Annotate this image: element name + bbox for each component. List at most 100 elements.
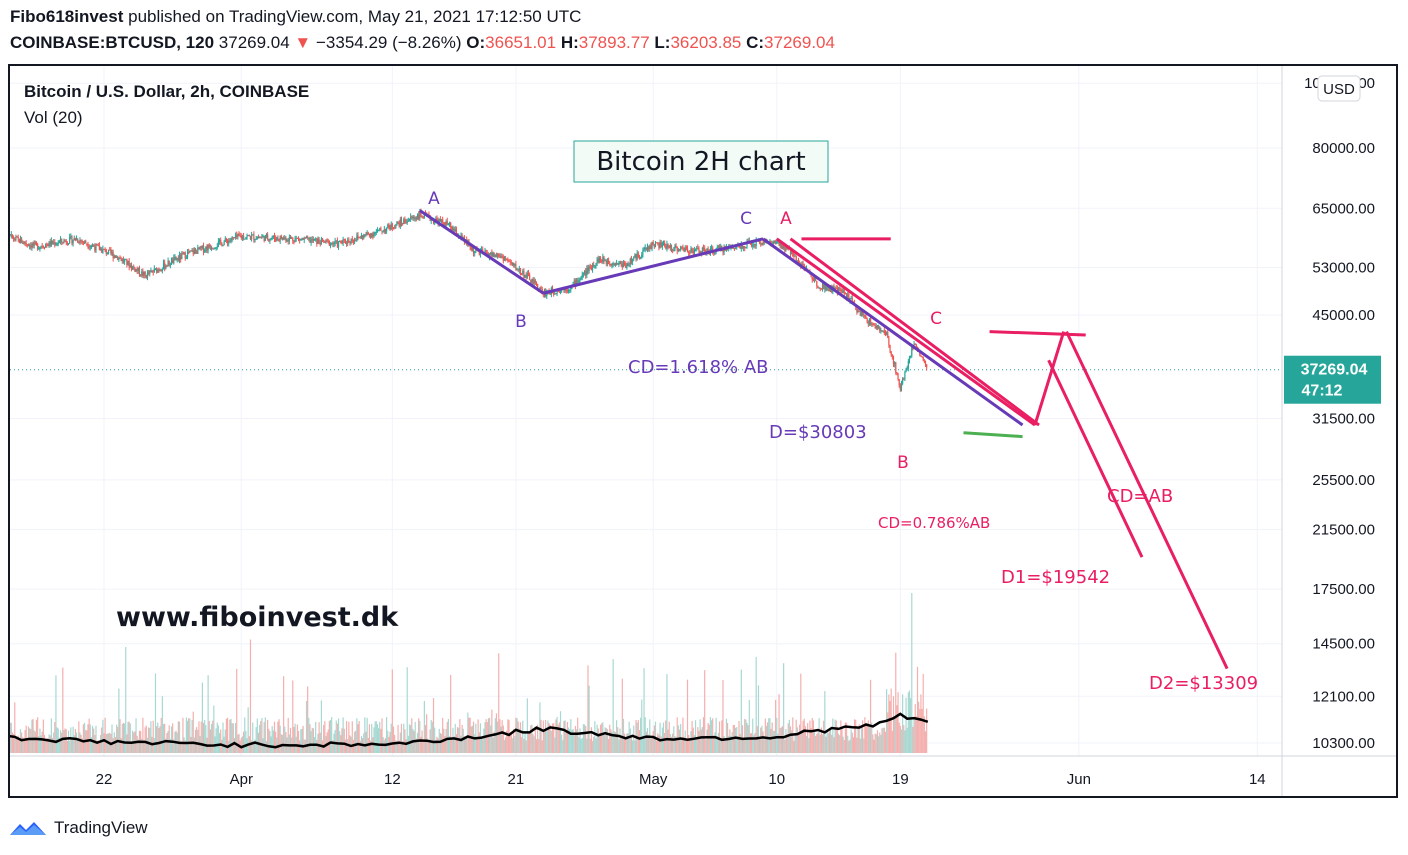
volume-bar [62, 667, 64, 753]
tradingview-logo-icon [10, 822, 46, 835]
volume-bar [264, 717, 266, 753]
candle-body [199, 246, 201, 250]
candle-body [697, 247, 699, 249]
candle-body [532, 278, 534, 284]
candle-body [501, 256, 503, 258]
volume-indicator-label[interactable]: Vol (20) [24, 108, 83, 127]
volume-bar [173, 739, 175, 753]
candle-body [810, 274, 812, 277]
volume-bar [648, 734, 650, 753]
volume-bar [26, 739, 28, 753]
candle-body [42, 246, 44, 248]
candle-body [781, 247, 784, 249]
candle-body [521, 273, 523, 275]
volume-bar [821, 734, 824, 753]
candle-body [440, 219, 443, 222]
candle-body [455, 228, 458, 236]
candle-body [589, 266, 591, 268]
volume-bar [191, 719, 193, 753]
volume-bar [16, 737, 18, 753]
volume-bar [181, 740, 183, 753]
volume-bar [797, 734, 800, 753]
candle-body [54, 242, 56, 246]
volume-bar [54, 722, 56, 753]
candle-body [215, 247, 217, 249]
volume-bar [434, 727, 436, 753]
volume-bar [294, 723, 296, 753]
volume-bar [490, 725, 492, 753]
volume-bar [761, 725, 763, 753]
volume-bar [699, 719, 701, 753]
volume-bar [37, 717, 39, 753]
candle-body [899, 385, 901, 390]
volume-bar [280, 734, 282, 753]
volume-bar [150, 721, 152, 753]
author-name[interactable]: Fibo618invest [10, 7, 124, 26]
volume-bar [190, 736, 192, 753]
volume-bar [428, 740, 430, 753]
volume-bar [51, 737, 54, 753]
candle-body [775, 240, 777, 244]
candle-body [514, 263, 516, 266]
annotation-box[interactable]: Bitcoin 2H chart [573, 140, 829, 183]
volume-bar [603, 734, 605, 753]
time-axis[interactable]: 22 Apr 12 21 May 10 19 Jun 14 [96, 771, 1266, 788]
candle-body [680, 246, 682, 251]
volume-bar [884, 731, 887, 753]
candle-body [24, 241, 26, 244]
volume-bar [348, 721, 350, 753]
volume-bar [629, 728, 631, 753]
volume-bar [638, 730, 641, 753]
candle-body [861, 310, 864, 316]
candle-body [365, 234, 367, 236]
volume-bar [91, 725, 94, 753]
candle-body [517, 269, 519, 271]
volume-bar [245, 730, 247, 753]
volume-bar [686, 679, 689, 753]
pattern-bc-purple [542, 237, 764, 295]
candle-body [37, 244, 39, 250]
candle-body [594, 266, 596, 268]
volume-bar [210, 724, 213, 753]
volume-bar [860, 727, 863, 753]
candle-body [836, 288, 839, 293]
candle-body [742, 246, 745, 249]
volume-bar [448, 736, 451, 753]
candle-body [847, 293, 849, 298]
candle-body [555, 293, 557, 295]
currency-button[interactable]: USD [1317, 75, 1361, 102]
price-axis[interactable]: 100000.0080000.0065000.0053000.0045000.0… [1304, 75, 1375, 752]
volume-bar [241, 736, 244, 753]
candle-body [221, 242, 223, 246]
candle-body [530, 279, 532, 283]
volume-bar [371, 723, 373, 753]
chart-canvas[interactable]: Bitcoin / U.S. Dollar, 2h, COINBASE Vol … [10, 66, 1396, 796]
candle-body [716, 247, 718, 249]
candle-body [381, 230, 383, 232]
candle-body [873, 324, 875, 326]
volume-bar [416, 732, 419, 753]
volume-bar [650, 739, 652, 753]
candle-body [601, 259, 603, 263]
volume-bar [708, 724, 710, 753]
price-tick-label: 12100.00 [1312, 688, 1375, 705]
candle-body [31, 243, 33, 248]
candle-body [672, 249, 674, 251]
candle-body [890, 351, 892, 355]
volume-bar [799, 724, 801, 753]
volume-bar [903, 725, 905, 753]
volume-bar [816, 733, 818, 753]
volume-bar [247, 707, 249, 753]
volume-bar [476, 738, 478, 753]
volume-bar [550, 730, 552, 753]
candle-body [615, 263, 618, 265]
volume-bar [610, 729, 612, 753]
volume-bar [863, 738, 865, 753]
candle-body [411, 216, 413, 218]
candle-body [310, 239, 312, 243]
volume-bar [331, 717, 333, 753]
footer[interactable]: TradingView [8, 815, 148, 841]
volume-bar [785, 729, 787, 753]
candle-body [857, 310, 859, 312]
candle-body [119, 257, 121, 259]
